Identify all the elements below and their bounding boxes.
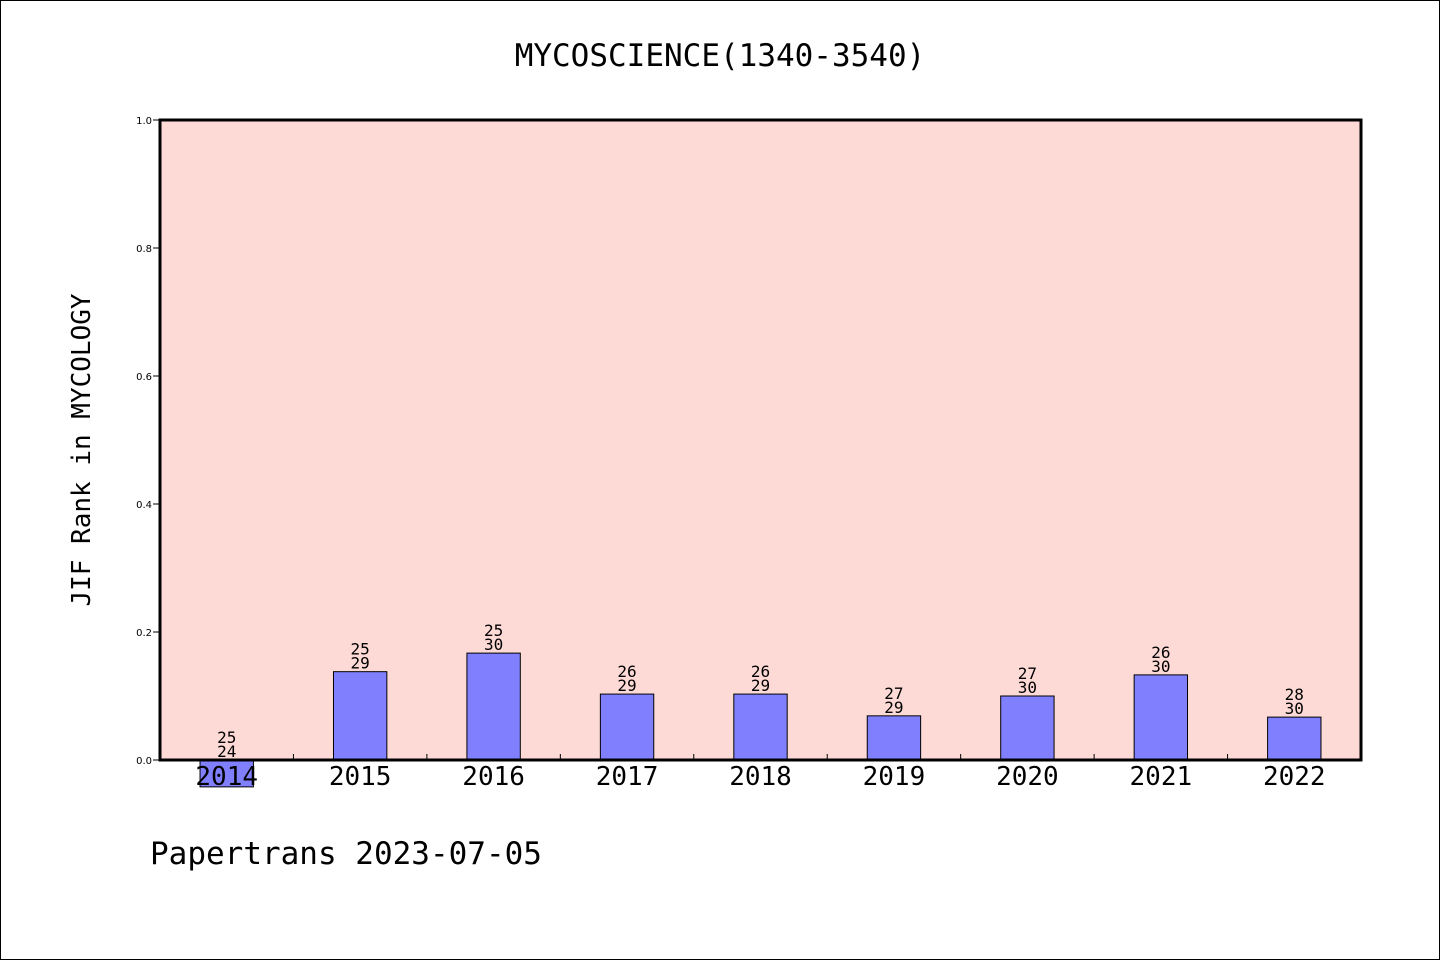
bar-total-label: 30 — [1285, 699, 1304, 718]
bar-rank-label: 25 — [351, 640, 370, 659]
bar — [599, 693, 655, 761]
bar — [332, 671, 388, 761]
bar-total-label: 29 — [351, 654, 370, 673]
bar — [866, 715, 922, 761]
bar-rank-label: 25 — [484, 621, 503, 640]
plot-area — [160, 120, 1361, 760]
x-tick-label: 2019 — [863, 762, 926, 792]
bar-total-label: 29 — [751, 676, 770, 695]
bar-rank-label: 26 — [751, 662, 770, 681]
chart-title: MYCOSCIENCE(1340-3540) — [515, 38, 926, 74]
y-axis: 0.0 0.2 0.4 0.6 0.8 1.0 — [136, 116, 160, 767]
bar-rank-label: 28 — [1285, 685, 1304, 704]
bar — [733, 693, 788, 761]
x-tick-label: 2017 — [596, 762, 659, 792]
y-tick-label: 0.2 — [136, 628, 152, 639]
bar-total-label: 29 — [617, 676, 636, 695]
y-tick-label: 0.6 — [136, 372, 152, 383]
bar-rank-label: 25 — [217, 728, 236, 747]
bar-total-label: 29 — [884, 698, 903, 717]
x-tick-label: 2016 — [462, 762, 525, 792]
x-tick-label: 2014 — [195, 762, 258, 792]
footer-stamp: Papertrans 2023-07-05 — [150, 836, 542, 872]
x-tick-label: 2015 — [329, 762, 392, 792]
bar-total-label: 30 — [1151, 657, 1170, 676]
bar-total-label: 30 — [484, 635, 503, 654]
x-tick-label: 2021 — [1130, 762, 1193, 792]
x-tick-label: 2018 — [729, 762, 792, 792]
bar-rank-label: 26 — [617, 662, 636, 681]
bar — [466, 652, 521, 761]
bar-total-label: 30 — [1018, 678, 1037, 697]
y-tick-label: 1.0 — [136, 116, 152, 127]
y-axis-label: JIF Rank in MYCOLOGY — [67, 293, 97, 606]
y-tick-label: 0.0 — [136, 756, 152, 767]
plot-border — [158, 118, 1363, 762]
bar — [1267, 716, 1322, 761]
bar — [1000, 695, 1055, 761]
bar-total-label: 24 — [217, 742, 236, 761]
bar — [1133, 674, 1189, 761]
bars-group — [199, 652, 1322, 788]
y-tick-label: 0.8 — [136, 244, 152, 255]
x-tick-label: 2022 — [1263, 762, 1326, 792]
bar-rank-label: 27 — [1018, 664, 1037, 683]
x-axis: 2014 2015 2016 2017 2018 2019 2020 2021 2022 — [195, 754, 1326, 792]
bar-rank-label: 27 — [884, 684, 903, 703]
bar-rank-label: 26 — [1151, 643, 1170, 662]
x-tick-label: 2020 — [996, 762, 1059, 792]
y-tick-label: 0.4 — [136, 500, 152, 511]
